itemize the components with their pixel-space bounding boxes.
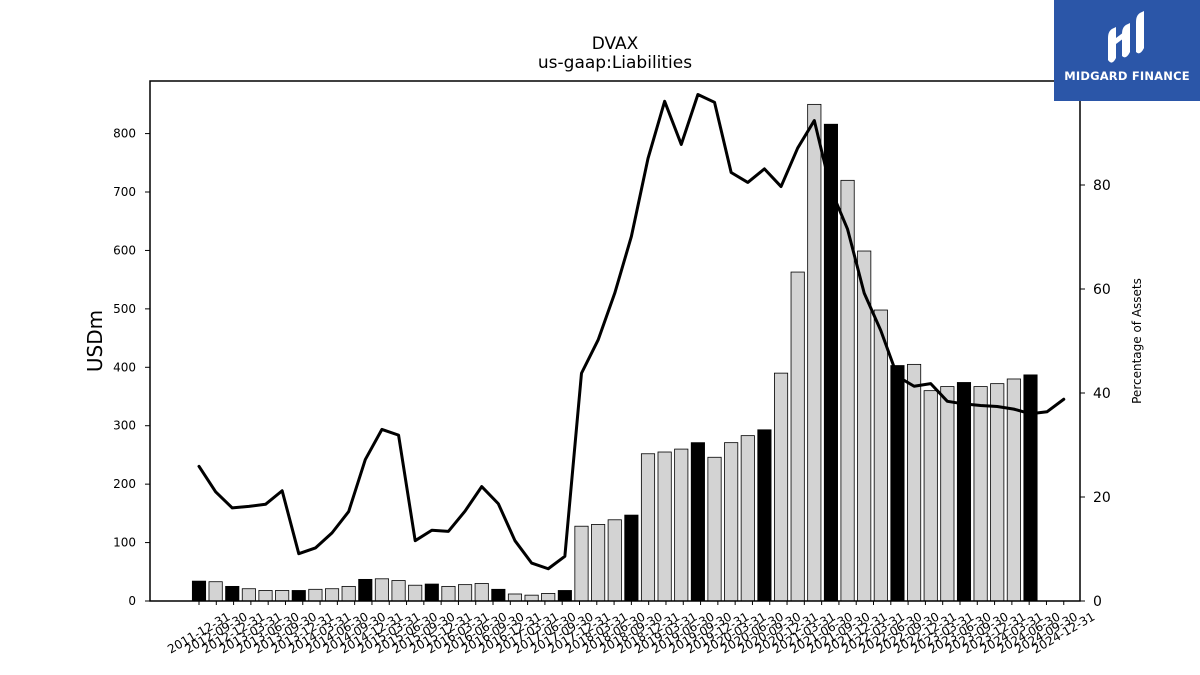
bar — [374, 578, 389, 602]
bar — [258, 590, 273, 602]
y-axis-label-left: USDm — [83, 310, 107, 372]
bar — [940, 386, 955, 602]
bar — [557, 590, 572, 602]
bar — [1023, 374, 1038, 602]
y-right-tick-label: 20 — [1093, 490, 1111, 506]
bar — [657, 451, 672, 602]
bar — [990, 383, 1005, 602]
y-axis-left: 0 100 200 300 400 500 600 700 800 — [113, 127, 150, 608]
bar — [441, 585, 456, 602]
chart-subtitle: us-gaap:Liabilities — [538, 53, 692, 73]
y-tick-label: 700 — [113, 185, 136, 199]
bar — [607, 519, 622, 602]
brand-logo: MIDGARD FINANCE — [1054, 0, 1200, 101]
bar — [740, 435, 755, 602]
bar — [624, 514, 639, 602]
y-tick-label: 400 — [113, 360, 136, 374]
y-axis-label-right: Percentage of Assets — [1130, 278, 1144, 404]
bar — [191, 580, 207, 602]
bar — [724, 442, 739, 602]
bar — [757, 429, 772, 602]
bar — [541, 593, 556, 602]
bar — [241, 588, 256, 602]
brand-name: MIDGARD FINANCE — [1064, 69, 1190, 83]
bar — [774, 372, 789, 602]
y-axis-right: 0 20 40 60 80 — [1080, 178, 1111, 610]
bar — [907, 363, 922, 602]
bar — [591, 524, 606, 602]
bar — [507, 593, 523, 602]
bar — [341, 585, 356, 602]
bar — [790, 271, 805, 602]
bar — [707, 456, 722, 602]
bar — [956, 382, 972, 602]
bar — [458, 584, 473, 602]
bar — [524, 594, 539, 602]
bar-group — [191, 103, 1038, 602]
bar — [358, 578, 373, 602]
percentage-line — [197, 93, 1066, 571]
bar — [208, 581, 223, 602]
bar — [491, 588, 506, 602]
y-tick-label: 100 — [113, 536, 136, 550]
y-tick-label: 500 — [113, 302, 136, 316]
bar — [873, 309, 888, 602]
bar — [674, 448, 689, 602]
bar — [807, 103, 822, 602]
x-axis: 2011-12-312012-09-302012-12-312013-03-31… — [165, 601, 1097, 656]
y-right-tick-label: 40 — [1093, 386, 1111, 402]
bar — [923, 390, 938, 602]
bar — [574, 525, 589, 602]
bar — [690, 442, 705, 602]
chart-title: DVAX — [592, 34, 639, 54]
y-right-tick-label: 60 — [1093, 282, 1111, 298]
bar — [474, 583, 489, 602]
y-right-tick-label: 0 — [1093, 594, 1102, 610]
bar — [1006, 378, 1021, 602]
bar — [823, 123, 838, 602]
bar — [408, 584, 423, 602]
y-tick-label: 300 — [113, 419, 136, 433]
bar — [973, 386, 988, 602]
bar — [324, 588, 340, 602]
bar — [291, 590, 306, 602]
bar — [308, 588, 323, 602]
y-tick-label: 800 — [113, 127, 136, 141]
y-tick-label: 600 — [113, 243, 136, 257]
bar — [424, 583, 439, 602]
plot-frame — [149, 80, 1081, 602]
bar — [890, 365, 905, 602]
bar — [640, 453, 656, 602]
y-tick-label: 200 — [113, 477, 136, 491]
y-right-tick-label: 80 — [1093, 178, 1111, 194]
bar — [391, 580, 406, 602]
bar — [225, 585, 240, 602]
bar — [275, 590, 290, 602]
y-tick-label: 0 — [128, 594, 136, 608]
line-layer — [197, 93, 1066, 571]
brand-mark-icon — [1108, 11, 1144, 63]
